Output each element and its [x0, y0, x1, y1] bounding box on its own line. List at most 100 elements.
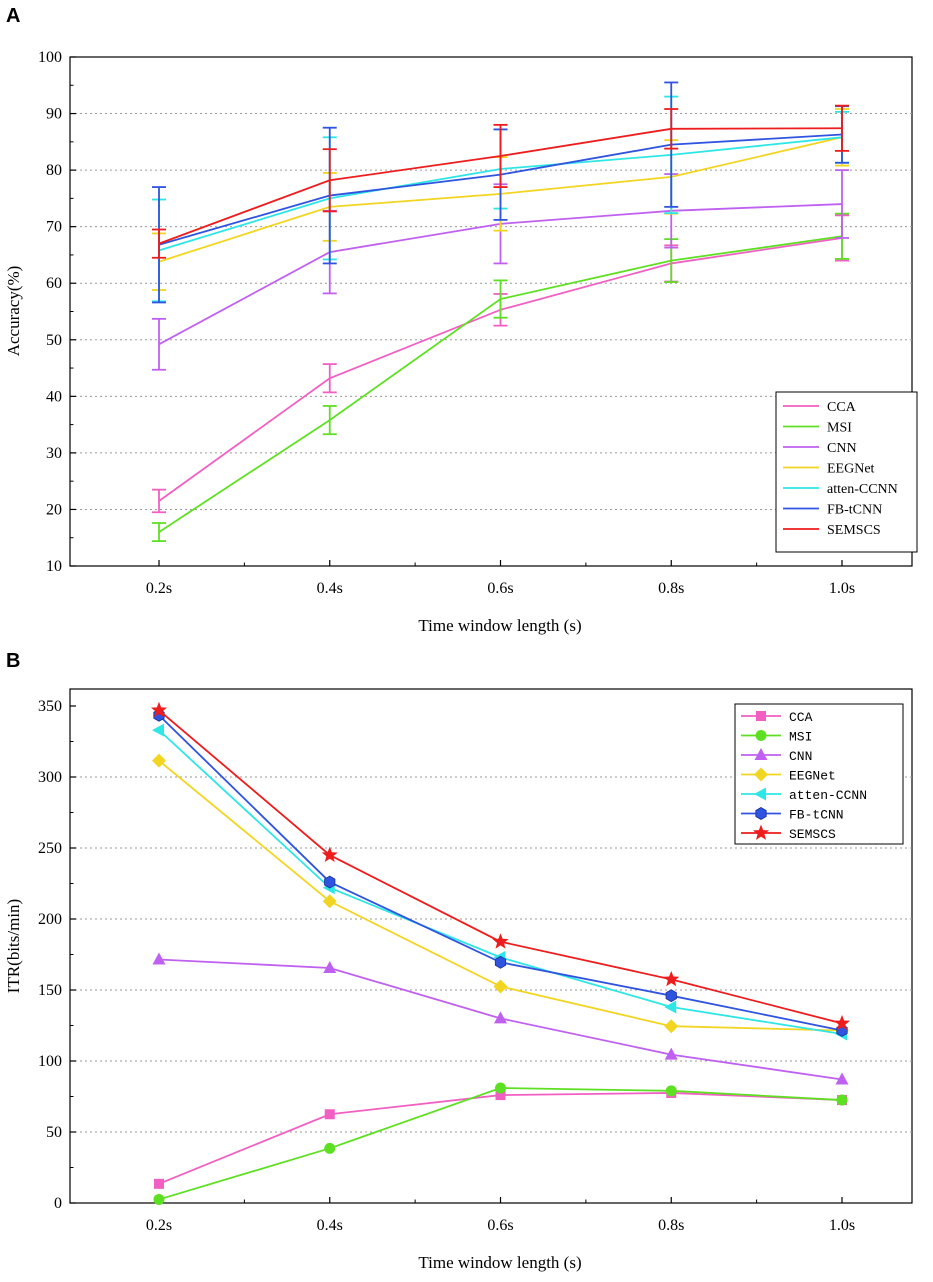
panel-b-legend-label-cca: CCA — [789, 710, 813, 725]
panel-b-point-eegnet — [152, 753, 166, 768]
panel-b-point-atten-ccnn — [152, 723, 164, 737]
panel-b-point-cnn — [664, 1047, 678, 1060]
panel-b-point-fb-tcnn — [665, 989, 677, 1003]
panel-b-point-cnn — [323, 960, 337, 973]
panel-b-y-ticks: 0 50 100 150 200 250 300 350 — [38, 698, 76, 1212]
panel-b-x-tick-label-0-6s: 0.6s — [487, 1217, 513, 1234]
panel-b-point-cca — [324, 1109, 335, 1120]
panel-b-legend-marker-semscs — [752, 824, 770, 840]
panel-b-y-tick-label-250: 250 — [38, 840, 62, 857]
panel-a-x-axis-title: Time window length (s) — [418, 616, 581, 635]
panel-a-y-tick-label-80: 80 — [46, 162, 62, 179]
panel-b-y-tick-label-200: 200 — [38, 911, 62, 928]
panel-b-point-msi — [495, 1082, 506, 1094]
panel-a-legend: CCA MSI CNN EEGNet atten-CCNN FB-tCNN SEMSCS — [775, 391, 918, 553]
panel-b-y-axis-title: ITR(bits/min) — [4, 899, 23, 993]
panel-b-point-semscs — [492, 933, 509, 949]
panel-a-y-tick-label-100: 100 — [38, 49, 62, 66]
panel-b-series — [150, 701, 851, 1205]
panel-a-x-tick-label-0-4s: 0.4s — [317, 580, 343, 597]
panel-a-legend-label-msi: MSI — [827, 421, 852, 436]
panel-b-x-tick-label-0-8s: 0.8s — [658, 1217, 684, 1234]
panel-b-point-semscs — [150, 701, 168, 718]
panel-a-accuracy-chart: A 10 20 30 40 50 60 70 80 90 100 0.2s 0.4s 0.6s 0.8s… — [4, 5, 918, 635]
panel-a-x-ticks: 0.2s 0.4s 0.6s 0.8s 1.0s — [146, 560, 855, 597]
panel-b-legend-label-cnn: CNN — [789, 749, 812, 764]
panel-a-x-tick-label-0-6s: 0.6s — [487, 580, 513, 597]
panel-b-series-cnn — [152, 952, 849, 1085]
panel-a-legend-label-atten-ccnn: atten-CCNN — [827, 482, 898, 497]
panel-b-point-eegnet — [493, 979, 508, 994]
panel-b-x-tick-label-0-2s: 0.2s — [146, 1217, 172, 1234]
panel-b-y-tick-label-100: 100 — [38, 1053, 62, 1070]
panel-b-y-tick-label-150: 150 — [38, 982, 62, 999]
panel-b-line-cca — [158, 1092, 843, 1185]
panel-b-point-semscs — [833, 1014, 851, 1031]
panel-a-series — [152, 81, 849, 543]
panel-b-legend-label-eegnet: EEGNet — [789, 769, 836, 784]
panel-b-plot-frame — [69, 688, 913, 1204]
panel-b-y-tick-label-350: 350 — [38, 698, 62, 715]
panel-b-point-msi — [153, 1193, 165, 1205]
panel-b-y-tick-label-0: 0 — [54, 1195, 62, 1212]
panel-a-y-tick-label-70: 70 — [46, 219, 62, 236]
panel-b-point-eegnet — [664, 1019, 679, 1034]
panel-b-x-tick-label-1-0s: 1.0s — [829, 1217, 855, 1234]
panel-b-point-semscs — [663, 970, 680, 987]
panel-a-line-cca — [158, 237, 843, 502]
panel-a-y-tick-label-20: 20 — [46, 501, 62, 518]
panel-b-legend-marker-fb-tcnn — [755, 807, 767, 820]
panel-a-legend-label-semscs: SEMSCS — [827, 523, 881, 538]
panel-b-x-tick-label-0-4s: 0.4s — [317, 1217, 343, 1234]
panel-b-legend-label-semscs: SEMSCS — [789, 827, 836, 842]
panel-b-point-fb-tcnn — [494, 955, 507, 969]
panel-b-legend-label-fb-tcnn: FB-tCNN — [789, 808, 844, 823]
panel-a-series-semscs — [152, 104, 849, 259]
panel-a-series-fb-tcnn — [152, 81, 849, 304]
panel-b-point-msi — [324, 1142, 336, 1154]
panel-a-y-tick-label-40: 40 — [46, 388, 62, 405]
panel-b-legend-marker-cca — [756, 711, 766, 721]
panel-b-y-tick-label-50: 50 — [46, 1124, 62, 1141]
panel-b-point-atten-ccnn — [664, 1000, 677, 1014]
panel-b-legend-marker-msi — [755, 730, 767, 741]
panel-b-line-msi — [158, 1087, 843, 1201]
panel-a-legend-box — [775, 391, 918, 553]
panel-a-legend-label-eegnet: EEGNet — [827, 462, 875, 477]
panel-a-y-tick-label-10: 10 — [46, 558, 62, 575]
panel-b-point-msi — [665, 1085, 677, 1097]
panel-b-legend-marker-eegnet — [754, 767, 768, 782]
panel-b-point-fb-tcnn — [324, 875, 336, 889]
panel-b-series-msi — [153, 1082, 848, 1205]
panel-b-point-cnn — [835, 1072, 849, 1085]
panel-b-itr-chart: B 0 50 100 150 200 250 300 350 0.2s 0.4s 0.6s 0.8s… — [4, 650, 913, 1272]
panel-a-y-axis-title: Accuracy(%) — [4, 266, 23, 357]
panel-b-point-cnn — [494, 1011, 507, 1024]
panel-b-legend-marker-atten-ccnn — [754, 787, 766, 801]
panel-a-y-tick-label-90: 90 — [46, 106, 62, 123]
panel-a-legend-label-cca: CCA — [827, 400, 857, 415]
panel-b-point-eegnet — [322, 894, 337, 909]
panel-b-series-cca — [154, 1087, 847, 1189]
panel-a-y-tick-label-30: 30 — [46, 445, 62, 462]
panel-a-letter: A — [6, 5, 20, 27]
panel-b-point-msi — [836, 1094, 848, 1106]
panel-b-point-cca — [495, 1090, 506, 1101]
panel-b-x-axis-title: Time window length (s) — [418, 1253, 581, 1272]
panel-a-x-tick-label-0-8s: 0.8s — [658, 580, 684, 597]
panel-b-letter: B — [6, 650, 20, 672]
panel-b-point-semscs — [321, 846, 338, 862]
panel-a-y-tick-label-60: 60 — [46, 275, 62, 292]
panel-b-legend-marker-cnn — [754, 748, 768, 760]
panel-a-x-tick-label-1-0s: 1.0s — [829, 580, 855, 597]
panel-b-y-tick-label-300: 300 — [38, 769, 62, 786]
panel-b-legend-label-msi: MSI — [789, 730, 812, 745]
panel-a-gridlines — [70, 113, 912, 510]
panel-a-y-ticks: 10 20 30 40 50 60 70 80 90 100 — [38, 49, 76, 575]
panel-b-series-semscs — [150, 701, 851, 1031]
panel-b-point-cnn — [152, 952, 166, 965]
panel-a-legend-label-cnn: CNN — [827, 441, 857, 456]
panel-a-legend-label-fb-tcnn: FB-tCNN — [827, 503, 882, 518]
